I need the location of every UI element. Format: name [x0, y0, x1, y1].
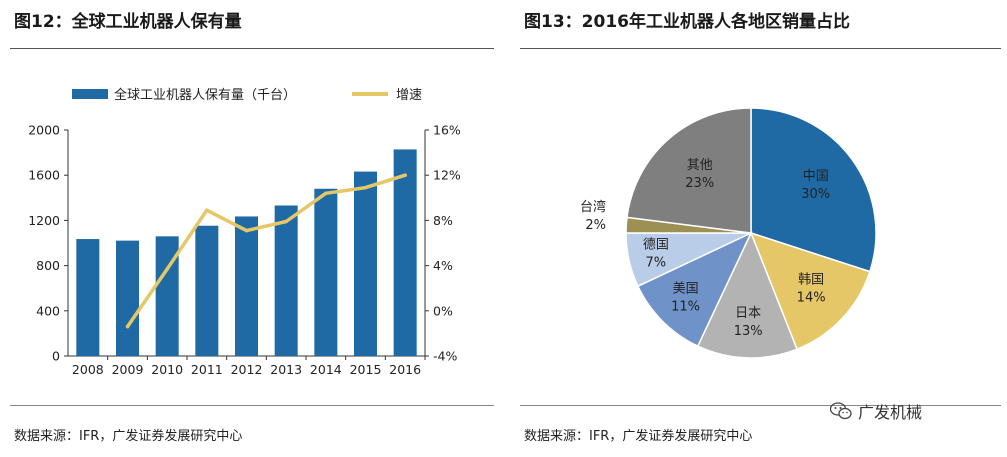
- pie-slice-0: [750, 107, 877, 273]
- pie-label-value: 14%: [797, 290, 826, 305]
- pie-slice-1: [749, 231, 871, 351]
- x-tick-label: 2010: [151, 362, 183, 377]
- pie-label-name: 台湾: [580, 199, 606, 215]
- bar-2011: [195, 225, 219, 356]
- left-tick-label: 1600: [28, 168, 60, 183]
- bar-2014: [314, 188, 338, 356]
- right-tick-label: 4%: [433, 258, 453, 273]
- left-tick-label: 0: [52, 349, 60, 364]
- x-tick-label: 2016: [389, 362, 421, 377]
- growth-point: [284, 219, 288, 224]
- x-tick-label: 2014: [310, 362, 342, 377]
- right-tick-label: 12%: [433, 168, 461, 183]
- legend-line-label: 增速: [396, 88, 422, 103]
- growth-point: [165, 267, 169, 271]
- left-tick-label: 1200: [28, 213, 60, 228]
- bar-2008: [76, 239, 100, 356]
- pie-label-value: 7%: [646, 255, 667, 270]
- x-tick-label: 2012: [231, 362, 263, 377]
- left-figure-panel: 图12：全球工业机器人保有量 全球工业机器人保有量（千台） 增速 0 400 800 12…: [0, 0, 500, 457]
- left-tick-label: 2000: [28, 123, 60, 138]
- bar-line-chart: 全球工业机器人保有量（千台） 增速 0 400 800 1200 1600 2000 -4% 0%…: [28, 87, 461, 377]
- bottom-divider: [10, 405, 494, 406]
- bar-2016: [393, 149, 417, 356]
- bar-2015: [353, 171, 378, 356]
- pie-label-value: 13%: [734, 324, 763, 339]
- top-divider: [10, 48, 494, 49]
- pie-label-value: 2%: [585, 218, 606, 233]
- x-tick-label: 2009: [112, 362, 144, 377]
- pie-slice-3: [636, 231, 753, 348]
- right-tick-label: 8%: [433, 213, 453, 228]
- bottom-divider: [520, 405, 1001, 406]
- pie-label-name: 日本: [735, 306, 761, 321]
- legend-bar-label: 全球工业机器人保有量（千台）: [114, 87, 296, 103]
- growth-point: [125, 324, 130, 329]
- wechat-icon: [830, 402, 852, 420]
- pie-chart: 中国 30% 韩国 14% 日本 13% 美国 11% 德国 7% 台湾 2% 其他 23%: [580, 107, 877, 359]
- pie-label-value: 11%: [671, 299, 700, 314]
- pie-label-name: 德国: [643, 237, 669, 252]
- figure-12-source: 数据来源：IFR，广发证券发展研究中心: [14, 429, 243, 444]
- growth-point: [324, 191, 328, 196]
- pie-label-name: 中国: [803, 169, 829, 184]
- left-tick-label: 400: [36, 303, 60, 318]
- left-tick-label: 800: [36, 258, 60, 273]
- right-tick-label: 16%: [433, 123, 461, 138]
- figure-13-source: 数据来源：IFR，广发证券发展研究中心: [524, 429, 753, 444]
- pie-label-name: 美国: [673, 281, 699, 296]
- watermark-text: 广发机械: [858, 403, 923, 422]
- growth-point: [363, 185, 368, 190]
- x-tick-label: 2015: [350, 362, 382, 377]
- x-tick-label: 2008: [72, 362, 104, 377]
- growth-point: [244, 228, 249, 233]
- pie-slice-2: [696, 231, 798, 359]
- right-figure-panel: 图13：2016年工业机器人各地区销量占比 中国 30% 韩国 14% 日本 13% 美国 1…: [510, 0, 1007, 457]
- legend-bar-swatch: [72, 89, 108, 99]
- growth-point: [403, 173, 407, 177]
- top-divider: [520, 48, 1001, 49]
- pie-label-value: 30%: [801, 187, 830, 202]
- growth-point: [205, 208, 209, 213]
- x-tick-label: 2011: [191, 362, 223, 377]
- bar-2010: [155, 236, 179, 356]
- wechat-watermark: 广发机械: [830, 397, 922, 425]
- pie-slice-6: [626, 107, 752, 234]
- pie-label-name: 其他: [687, 158, 713, 173]
- bar-2009: [115, 240, 140, 356]
- bar-2013: [274, 205, 298, 356]
- right-tick-label: 0%: [433, 303, 453, 318]
- x-tick-label: 2013: [270, 362, 302, 377]
- growth-rate-line: [126, 173, 406, 328]
- right-tick-label: -4%: [433, 349, 457, 364]
- figure-12-title: 图12：全球工业机器人保有量: [14, 12, 242, 32]
- figure-13-title: 图13：2016年工业机器人各地区销量占比: [524, 12, 850, 32]
- pie-label-value: 23%: [685, 176, 714, 191]
- pie-label-name: 韩国: [798, 272, 824, 287]
- bar-2012: [234, 216, 259, 356]
